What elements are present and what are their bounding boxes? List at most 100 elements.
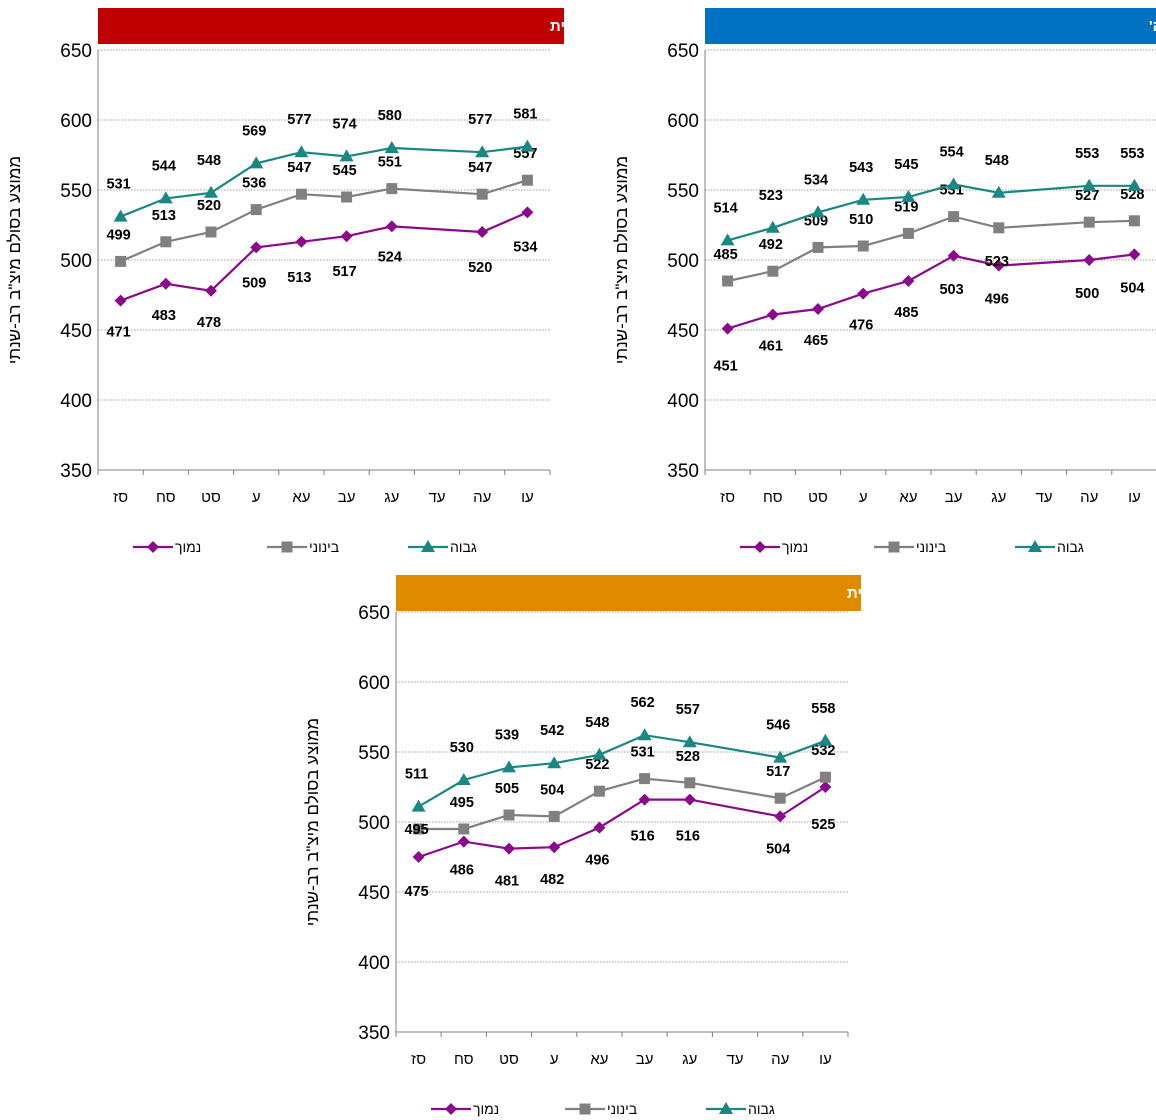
data-label-low: 525 xyxy=(811,817,835,833)
data-label-mid: 522 xyxy=(585,757,609,773)
data-label-mid: 519 xyxy=(894,199,918,215)
data-point-high xyxy=(720,233,735,246)
legend-label: גבוה xyxy=(748,1101,775,1117)
y-tick-label: 500 xyxy=(667,251,699,272)
data-label-low: 471 xyxy=(106,325,130,341)
data-point-low xyxy=(457,835,470,848)
data-point-high xyxy=(637,728,652,741)
data-point-mid xyxy=(684,777,696,789)
data-point-high xyxy=(339,149,354,162)
x-tick-label: סט xyxy=(499,1051,519,1068)
data-point-mid xyxy=(993,222,1005,234)
data-point-high xyxy=(682,735,697,748)
data-label-low: 524 xyxy=(378,249,402,265)
chart-panel-0: מתמטיקה ה' – דוברי עברית 350 400 450 500 550 6… xyxy=(5,8,735,555)
y-tick-label: 650 xyxy=(358,603,390,624)
data-label-low: 451 xyxy=(713,359,737,375)
x-tick-label: עב xyxy=(338,489,356,506)
y-axis-title: ממוצע בסולם מיצ"ב רב-שנתי xyxy=(303,718,322,926)
y-tick-label: 500 xyxy=(358,813,390,834)
data-point-mid xyxy=(250,204,262,216)
data-point-high xyxy=(1082,178,1097,191)
data-label-mid: 485 xyxy=(713,247,737,263)
chart-panel-1: עברית ה' 350 400 450 500 550 600 650 סז סח סט ע עא עב… xyxy=(612,8,1156,555)
data-label-high: 569 xyxy=(242,123,266,139)
data-label-high: 539 xyxy=(495,727,519,743)
data-point-mid xyxy=(1128,215,1140,227)
data-point-mid xyxy=(476,188,488,200)
x-tick-label: עג xyxy=(682,1051,697,1068)
series-high: 531 544 548 569 577 574 580 577 581 xyxy=(106,107,538,222)
y-tick-label: 400 xyxy=(667,391,699,412)
data-label-high: 574 xyxy=(332,116,356,132)
x-tick-label: ע xyxy=(859,489,868,506)
legend-label: גבוה xyxy=(1057,539,1084,555)
series-high: 511 530 539 542 548 562 557 546 558 xyxy=(405,695,836,812)
y-tick-label: 650 xyxy=(60,41,92,62)
data-label-mid: 504 xyxy=(540,782,564,798)
data-point-mid xyxy=(812,241,824,253)
data-label-low: 534 xyxy=(513,239,537,255)
chart-title: עברית ה' xyxy=(1149,18,1156,35)
data-label-high: 543 xyxy=(849,160,873,176)
data-label-high: 523 xyxy=(759,188,783,204)
x-tick-label: עב xyxy=(636,1051,654,1068)
data-point-high xyxy=(456,773,471,785)
data-point-mid xyxy=(722,275,734,287)
data-label-high: 562 xyxy=(630,695,654,711)
data-label-mid: 505 xyxy=(495,781,519,797)
data-label-low: 517 xyxy=(332,264,356,280)
y-tick-label: 450 xyxy=(667,321,699,342)
data-label-low: 481 xyxy=(495,874,519,890)
legend-label: בינוני xyxy=(607,1101,637,1117)
legend-label: נמוך xyxy=(782,539,808,555)
data-point-mid xyxy=(205,226,217,238)
data-point-mid xyxy=(548,810,560,822)
data-label-low: 496 xyxy=(985,292,1009,308)
data-point-mid xyxy=(1083,216,1095,228)
data-point-mid xyxy=(386,183,398,195)
y-axis-title: ממוצע בסולם מיצ"ב רב-שנתי xyxy=(612,156,631,364)
data-label-high: 577 xyxy=(468,112,492,128)
y-tick-label: 650 xyxy=(667,41,699,62)
data-label-low: 503 xyxy=(939,282,963,298)
data-label-low: 486 xyxy=(450,863,474,879)
x-tick-label: עה xyxy=(473,489,491,506)
x-tick-label: עד xyxy=(1035,489,1052,506)
data-point-high xyxy=(818,733,833,746)
data-label-high: 544 xyxy=(152,158,176,174)
data-label-mid: 517 xyxy=(766,764,790,780)
data-point-low xyxy=(340,230,353,243)
y-tick-label: 400 xyxy=(358,953,390,974)
data-point-high xyxy=(502,760,516,773)
data-label-mid: 547 xyxy=(287,160,311,176)
data-point-mid xyxy=(902,227,914,239)
data-point-high xyxy=(946,177,961,190)
legend-item-high: גבוה xyxy=(706,1101,775,1117)
x-tick-label: עו xyxy=(521,489,534,506)
data-label-low: 520 xyxy=(468,260,492,276)
legend-marker xyxy=(445,1103,457,1115)
data-label-high: 546 xyxy=(766,718,790,734)
data-label-high: 553 xyxy=(1075,146,1099,162)
data-point-low xyxy=(476,226,489,238)
data-label-mid: 547 xyxy=(468,160,492,176)
data-label-low: 509 xyxy=(242,275,266,291)
x-tick-label: סט xyxy=(808,489,828,506)
data-point-mid xyxy=(593,785,605,797)
data-label-low: 485 xyxy=(894,305,918,321)
x-tick-label: עו xyxy=(819,1051,832,1068)
data-point-high xyxy=(991,185,1006,198)
data-label-high: 534 xyxy=(804,172,828,188)
series-line-high xyxy=(727,183,1135,242)
data-point-mid xyxy=(503,809,515,821)
data-point-high xyxy=(592,747,607,760)
x-tick-label: עג xyxy=(991,489,1006,506)
data-point-low xyxy=(1083,254,1096,266)
data-point-low xyxy=(295,235,308,248)
data-point-low xyxy=(638,793,651,806)
data-point-high xyxy=(294,145,309,158)
legend-item-low: נמוך xyxy=(740,539,808,555)
